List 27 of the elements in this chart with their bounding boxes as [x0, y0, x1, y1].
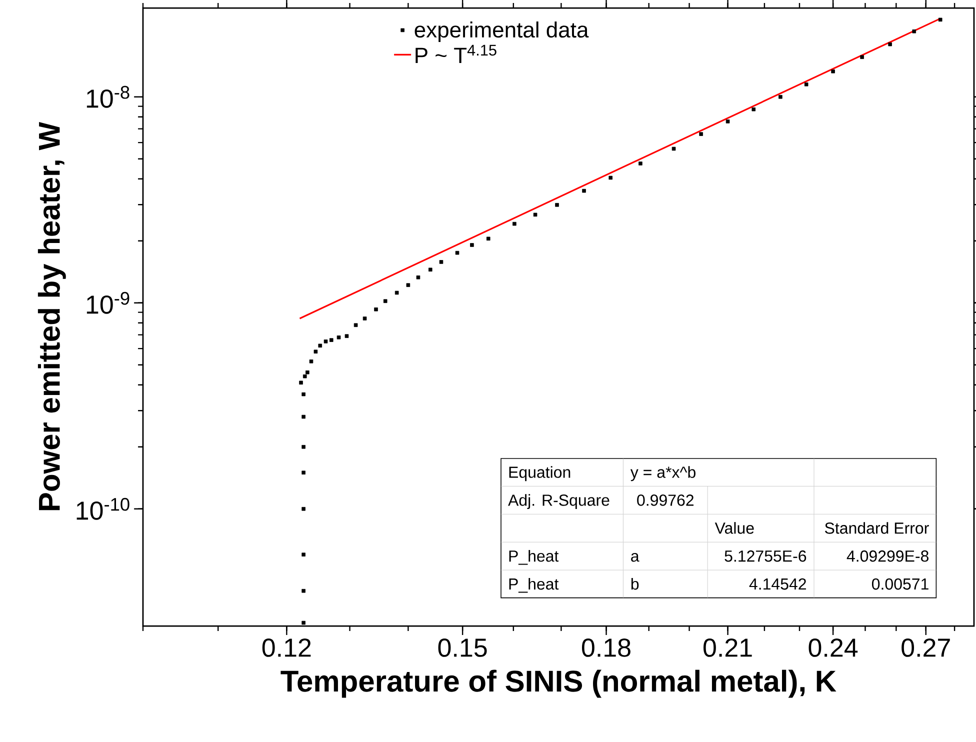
annotation: P_heat [509, 550, 559, 565]
x-tick-label: 0.27 [902, 638, 950, 657]
x-axis-title: Temperature of SINIS (normal metal), K [280, 670, 836, 698]
annotation: Adj. R-Square [508, 494, 610, 510]
x-tick-label: 0.24 [808, 638, 858, 657]
x-tick-label: 0.18 [582, 638, 630, 657]
annotation: 0.99762 [637, 494, 694, 506]
annotation: a [631, 552, 640, 562]
annotation: Value [714, 522, 754, 534]
annotation: Standard Error [824, 522, 929, 534]
annotation: 4.14542 [749, 578, 806, 590]
legend-label: experimental data [414, 21, 589, 42]
x-tick-label: 0.21 [704, 638, 752, 657]
annotation: y = a*x^b [630, 466, 696, 482]
x-tick-label: 0.12 [262, 638, 311, 657]
annotation: b [631, 578, 639, 590]
y-tick-label: 10$^{-9}$ [86, 292, 130, 314]
annotation: P_heat [509, 578, 559, 593]
y-tick-label: 10$^{-10}$ [76, 498, 130, 520]
y-tick-label: 10$^{-8}$ [86, 86, 130, 108]
annotation: 4.09299E-8 [846, 550, 928, 562]
annotation: 0.00571 [872, 578, 928, 590]
annotation: 5.12755E-6 [724, 550, 806, 562]
legend-label: P ~ T$^{4.15}$ [416, 44, 496, 63]
y-axis-title: Power emitted by heater, W [38, 122, 66, 510]
x-tick-label: 0.15 [438, 638, 487, 657]
annotation: Equation [509, 466, 570, 482]
